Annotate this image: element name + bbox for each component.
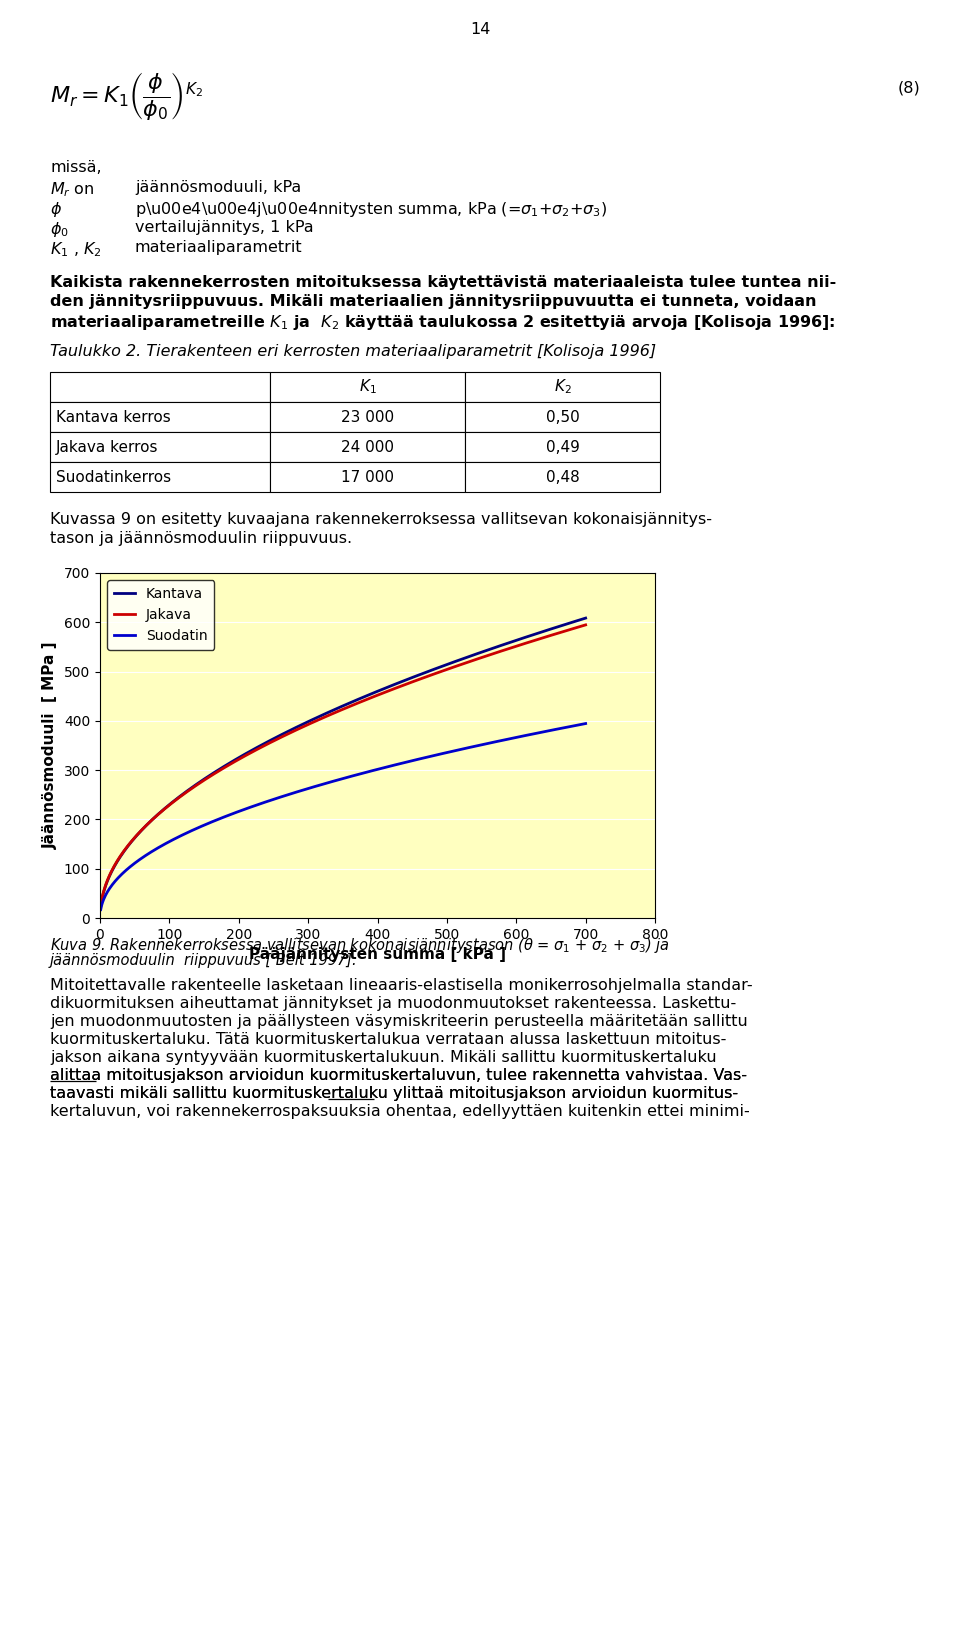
Text: taavasti mikäli sallittu kuormituskertaluku ylittaä mitoitusjakson arvioidun kuo: taavasti mikäli sallittu kuormituskertal… — [50, 1087, 738, 1101]
X-axis label: Pääjännitysten summa [ kPa ]: Pääjännitysten summa [ kPa ] — [249, 948, 506, 963]
Legend: Kantava, Jakava, Suodatin: Kantava, Jakava, Suodatin — [107, 580, 214, 650]
Text: $M_r$ on: $M_r$ on — [50, 179, 95, 199]
Text: $\phi$: $\phi$ — [50, 200, 62, 218]
Text: kertaluvun, voi rakennekerrospaksuuksia ohentaa, edellyyttäen kuitenkin ettei mi: kertaluvun, voi rakennekerrospaksuuksia … — [50, 1104, 750, 1119]
Text: kuormituskertaluku. Tätä kuormituskertalukua verrataan alussa laskettuun mitoitu: kuormituskertaluku. Tätä kuormituskertal… — [50, 1033, 727, 1047]
Bar — [270, 402, 465, 432]
Bar — [50, 432, 270, 463]
Text: Kantava kerros: Kantava kerros — [56, 409, 171, 425]
Text: materiaaliparametreille $K_1$ ja  $K_2$ käyttää taulukossa 2 esitettyiä arvoja [: materiaaliparametreille $K_1$ ja $K_2$ k… — [50, 313, 835, 332]
Text: Kuvassa 9 on esitetty kuvaajana rakennekerroksessa vallitsevan kokonaisjännitys-: Kuvassa 9 on esitetty kuvaajana rakennek… — [50, 512, 712, 528]
Jakava — [580, 616, 591, 635]
Text: 14: 14 — [469, 23, 491, 37]
Text: taavasti mikäli sallittu kuormituskertaluku ylittaä mitoitusjakson arvioidun kuo: taavasti mikäli sallittu kuormituskertal… — [50, 1087, 738, 1101]
Text: $K_1$ , $K_2$: $K_1$ , $K_2$ — [50, 239, 102, 259]
Line: Jakava: Jakava — [101, 626, 586, 906]
Text: 17 000: 17 000 — [341, 469, 394, 484]
Line: Suodatin: Suodatin — [101, 723, 586, 909]
Suodatin — [492, 731, 504, 751]
Kantava — [325, 702, 337, 722]
Text: $\phi_0$: $\phi_0$ — [50, 220, 69, 239]
Suodatin — [384, 756, 396, 775]
Text: 0,50: 0,50 — [545, 409, 580, 425]
Text: missä,: missä, — [50, 160, 102, 174]
Text: $M_r = K_1\left(\dfrac{\phi}{\phi_0}\right)^{K_2}$: $M_r = K_1\left(\dfrac{\phi}{\phi_0}\rig… — [50, 70, 204, 122]
Text: (8): (8) — [898, 80, 920, 94]
Text: materiaaliparametrit: materiaaliparametrit — [135, 239, 302, 256]
Y-axis label: Jäännösmoduuli  [ MPa ]: Jäännösmoduuli [ MPa ] — [43, 642, 59, 849]
Text: jen muodonmuutosten ja päällysteen väsymiskriteerin perusteella määritetään sall: jen muodonmuutosten ja päällysteen väsym… — [50, 1013, 748, 1030]
Bar — [50, 463, 270, 492]
Text: p\u00e4\u00e4j\u00e4nnitysten summa, kPa (=$\sigma_1$+$\sigma_2$+$\sigma_3$): p\u00e4\u00e4j\u00e4nnitysten summa, kPa… — [135, 200, 608, 218]
Text: Jakava kerros: Jakava kerros — [56, 440, 158, 454]
Jakava — [95, 896, 107, 915]
Suodatin — [95, 899, 107, 919]
Text: $K_1$: $K_1$ — [359, 378, 376, 396]
Jakava — [328, 704, 340, 723]
Suodatin — [325, 772, 337, 792]
Bar — [270, 463, 465, 492]
Text: 0,48: 0,48 — [545, 469, 580, 484]
Bar — [50, 402, 270, 432]
Bar — [465, 402, 660, 432]
Jakava — [568, 619, 580, 639]
Text: tason ja jäännösmoduulin riippuvuus.: tason ja jäännösmoduulin riippuvuus. — [50, 531, 352, 546]
Jakava — [357, 691, 369, 710]
Kantava — [95, 898, 107, 917]
Text: den jännitysriippuvuus. Mikäli materiaalien jännitysriippuvuutta ei tunneta, voi: den jännitysriippuvuus. Mikäli materiaal… — [50, 293, 817, 310]
Bar — [270, 432, 465, 463]
Jakava — [325, 705, 337, 725]
Bar — [50, 371, 270, 402]
Text: dikuormituksen aiheuttamat jännitykset ja muodonmuutokset rakenteessa. Laskettu-: dikuormituksen aiheuttamat jännitykset j… — [50, 995, 736, 1012]
Kantava — [492, 637, 504, 656]
Text: 24 000: 24 000 — [341, 440, 394, 454]
Bar — [465, 371, 660, 402]
Suodatin — [568, 717, 580, 736]
Text: alittaa mitoitusjakson arvioidun kuormituskertaluvun, tulee rakennetta vahvistaa: alittaa mitoitusjakson arvioidun kuormit… — [50, 1069, 747, 1083]
Suodatin — [328, 771, 340, 790]
Bar — [465, 432, 660, 463]
Text: $K_2$: $K_2$ — [554, 378, 571, 396]
Text: Kuva 9. Rakennekerroksessa vallitsevan kokonaisjännitystason ($\theta$ = $\sigma: Kuva 9. Rakennekerroksessa vallitsevan k… — [50, 937, 670, 955]
Bar — [465, 463, 660, 492]
Text: jakson aikana syntyyvään kuormituskertalukuun. Mikäli sallittu kuormituskertaluk: jakson aikana syntyyvään kuormituskertal… — [50, 1051, 716, 1065]
Suodatin — [580, 714, 591, 733]
Kantava — [568, 613, 580, 632]
Kantava — [384, 676, 396, 696]
Text: jäännösmoduuli, kPa: jäännösmoduuli, kPa — [135, 179, 301, 195]
Kantava — [580, 608, 591, 627]
Suodatin — [357, 764, 369, 784]
Text: Taulukko 2. Tierakenteen eri kerrosten materiaaliparametrit [Kolisoja 1996]: Taulukko 2. Tierakenteen eri kerrosten m… — [50, 344, 656, 358]
Text: vertailujännitys, 1 kPa: vertailujännitys, 1 kPa — [135, 220, 314, 235]
Kantava — [328, 700, 340, 720]
Bar — [270, 371, 465, 402]
Line: Kantava: Kantava — [101, 617, 586, 907]
Kantava — [357, 687, 369, 707]
Text: Suodatinkerros: Suodatinkerros — [56, 469, 171, 484]
Text: Kaikista rakennekerrosten mitoituksessa käytettävistä materiaaleista tulee tunte: Kaikista rakennekerrosten mitoituksessa … — [50, 275, 836, 290]
Text: Mitoitettavalle rakenteelle lasketaan lineaaris-elastisella monikerrosohjelmalla: Mitoitettavalle rakenteelle lasketaan li… — [50, 977, 753, 994]
Text: 23 000: 23 000 — [341, 409, 394, 425]
Jakava — [492, 642, 504, 661]
Text: alittaa mitoitusjakson arvioidun kuormituskertaluvun, tulee rakennetta vahvistaa: alittaa mitoitusjakson arvioidun kuormit… — [50, 1069, 747, 1083]
Jakava — [384, 681, 396, 700]
Text: jäännösmoduulin  riippuvuus [ Belt 1997].: jäännösmoduulin riippuvuus [ Belt 1997]. — [50, 953, 358, 968]
Text: 0,49: 0,49 — [545, 440, 580, 454]
